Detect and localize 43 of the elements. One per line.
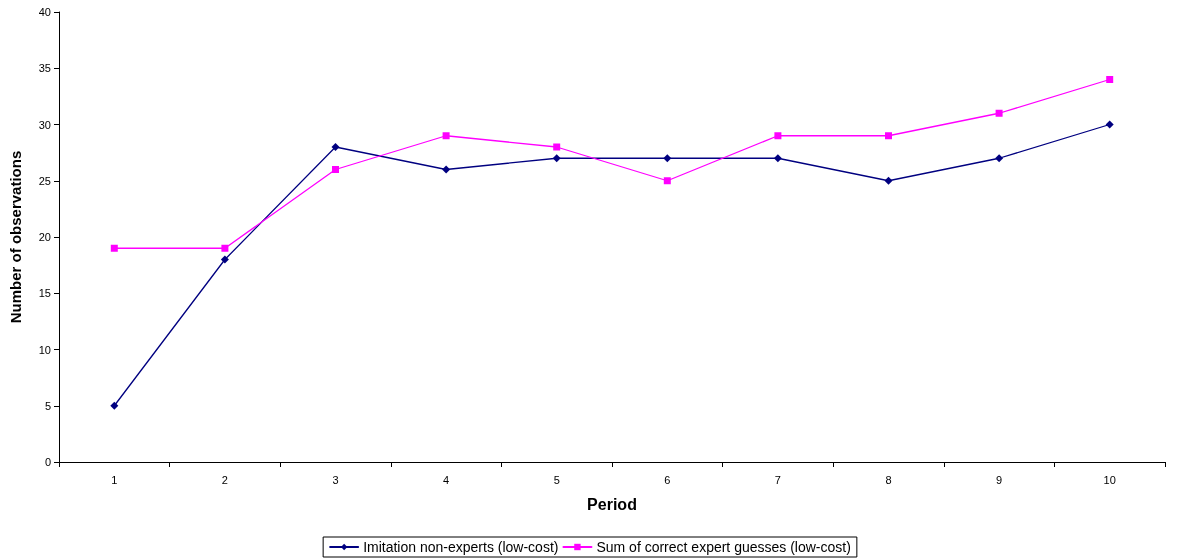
point: [1106, 76, 1114, 83]
point: [220, 255, 229, 264]
point: [774, 132, 782, 140]
y-tick-label: 35: [38, 62, 51, 75]
legend-label: Imitation non-experts (low-cost): [363, 539, 559, 555]
x-tick-label: 1: [111, 473, 118, 486]
x-tick-label: 9: [996, 473, 1003, 486]
y-tick-label: 25: [38, 174, 51, 187]
point: [553, 143, 561, 151]
point: [442, 132, 450, 140]
point: [663, 154, 672, 163]
x-tick-label: 5: [553, 473, 560, 486]
point: [995, 154, 1004, 163]
x-tick-label: 4: [443, 473, 450, 486]
point: [110, 401, 119, 410]
point: [110, 244, 118, 252]
x-tick-label: 2: [221, 473, 228, 486]
x-axis-title: Period: [587, 495, 637, 513]
point: [885, 132, 892, 140]
x-tick-label: 6: [664, 473, 671, 486]
legend-label: Sum of correct expert guesses (low-cost): [596, 539, 851, 555]
x-tick-label: 8: [885, 473, 892, 486]
point: [221, 244, 229, 252]
point: [332, 166, 339, 173]
y-tick-label: 20: [38, 231, 51, 243]
y-tick-label: 40: [38, 6, 51, 18]
point: [331, 143, 340, 151]
x-tick-label: 10: [1103, 473, 1116, 486]
point: [884, 176, 893, 185]
point: [442, 165, 451, 174]
y-tick-label: 5: [44, 399, 51, 412]
y-tick-label: 30: [38, 118, 51, 131]
x-tick-label: 7: [774, 473, 781, 486]
point: [552, 154, 561, 163]
y-tick-label: 10: [38, 343, 51, 356]
point: [773, 154, 782, 163]
point: [1105, 120, 1114, 129]
y-tick-label: 15: [38, 287, 51, 300]
point: [663, 177, 671, 185]
x-tick-label: 3: [332, 473, 339, 486]
point: [995, 109, 1003, 117]
y-tick-label: 0: [44, 456, 51, 468]
y-axis-title: Number of observations: [7, 150, 24, 324]
